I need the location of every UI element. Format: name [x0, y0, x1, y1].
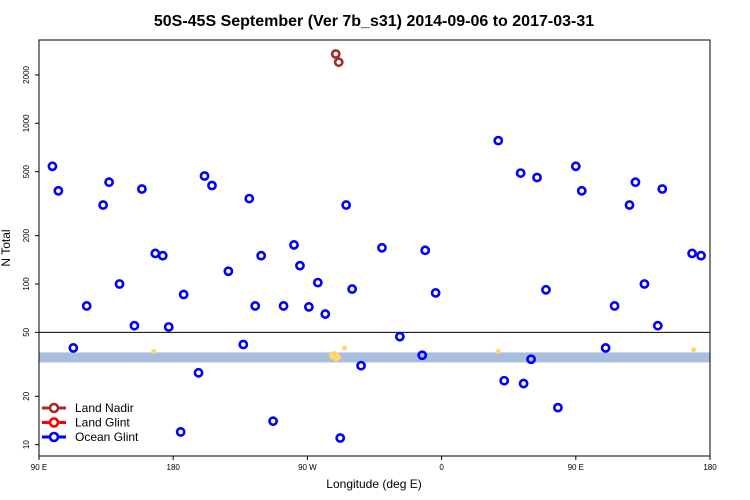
data-point	[289, 240, 299, 250]
data-point	[624, 200, 635, 210]
data-point	[244, 193, 255, 204]
data-point	[114, 279, 125, 289]
data-point	[163, 322, 174, 332]
data-point	[223, 266, 234, 277]
data-point	[104, 177, 114, 188]
data-point	[250, 301, 261, 311]
data-point	[515, 168, 526, 178]
data-point	[417, 350, 428, 361]
y-tick-label: 100	[22, 277, 31, 291]
data-point	[238, 339, 249, 350]
data-point	[312, 277, 323, 288]
data-point	[150, 248, 161, 259]
x-tick-label: 180	[703, 463, 717, 472]
legend-label: Land Nadir	[75, 401, 134, 415]
x-tick-label: 0	[439, 463, 444, 472]
data-point	[576, 185, 587, 196]
minor-marker	[495, 349, 501, 355]
x-tick-label: 90 E	[31, 463, 47, 472]
minor-marker	[342, 345, 348, 351]
y-axis: 10 20 50 100 200 500 1000 2000	[22, 65, 39, 449]
data-point	[47, 161, 58, 172]
data-point	[335, 433, 346, 443]
legend-marker	[48, 402, 60, 414]
data-point	[499, 375, 510, 386]
data-point	[553, 402, 563, 413]
data-point	[136, 184, 147, 194]
data-point	[81, 301, 92, 311]
data-point	[600, 343, 611, 353]
data-point	[303, 302, 314, 312]
legend-label: Ocean Glint	[75, 430, 139, 444]
data-point	[193, 367, 204, 378]
data-point	[207, 180, 217, 191]
data-point	[157, 250, 168, 261]
y-tick-label: 200	[22, 228, 31, 242]
data-point	[98, 200, 109, 210]
minor-marker	[151, 349, 157, 355]
data-point	[570, 161, 581, 172]
data-point	[652, 320, 663, 331]
data-point	[696, 250, 706, 261]
data-point	[532, 172, 542, 183]
data-point	[493, 135, 504, 146]
data-point	[639, 279, 650, 289]
data-point	[420, 245, 431, 256]
y-tick-label: 500	[22, 164, 31, 178]
minor-markers-layer	[151, 345, 697, 362]
data-point	[129, 320, 140, 331]
x-tick-label: 90 E	[568, 463, 584, 472]
x-tick-label: 90 W	[298, 463, 317, 472]
data-point	[687, 248, 698, 259]
data-point	[541, 284, 551, 295]
x-axis-label: Longitude (deg E)	[326, 477, 421, 491]
data-point	[320, 309, 331, 319]
data-point	[609, 301, 620, 311]
data-point	[377, 242, 387, 253]
y-tick-label: 20	[22, 391, 31, 400]
data-point	[430, 288, 441, 298]
data-point	[356, 360, 366, 371]
data-point	[657, 184, 668, 194]
data-point	[256, 250, 267, 261]
data-point	[330, 49, 341, 59]
data-point	[333, 57, 344, 68]
y-tick-label: 10	[22, 440, 31, 449]
legend-marker	[48, 417, 60, 428]
legend-label: Land Glint	[75, 416, 130, 430]
data-point	[526, 354, 536, 365]
chart-title: 50S-45S September (Ver 7b_s31) 2014-09-0…	[154, 13, 594, 30]
y-tick-label: 50	[22, 327, 31, 336]
data-point	[268, 416, 279, 427]
data-point	[518, 378, 529, 389]
x-tick-label: 180	[167, 463, 181, 472]
data-point	[199, 171, 210, 181]
minor-marker	[336, 354, 342, 360]
plot-frame	[38, 39, 711, 457]
data-points-layer	[47, 49, 706, 443]
y-axis-label: N Total	[0, 229, 13, 266]
minor-marker	[691, 347, 697, 353]
noise-band	[39, 352, 710, 363]
data-point	[175, 427, 186, 437]
data-point	[630, 177, 641, 188]
data-point	[278, 301, 289, 311]
data-point	[178, 289, 189, 300]
y-tick-label: 1000	[22, 114, 31, 132]
legend-marker	[48, 431, 60, 443]
data-point	[341, 200, 352, 210]
minor-marker	[330, 354, 336, 360]
data-point	[347, 284, 358, 294]
data-point	[68, 343, 79, 353]
data-point	[394, 331, 405, 342]
data-point	[295, 260, 305, 271]
x-axis: 90 E 180 90 W 0 90 E 180	[31, 456, 717, 472]
data-point	[53, 185, 64, 196]
y-tick-label: 2000	[22, 65, 31, 83]
noise-band-layer	[39, 352, 710, 363]
